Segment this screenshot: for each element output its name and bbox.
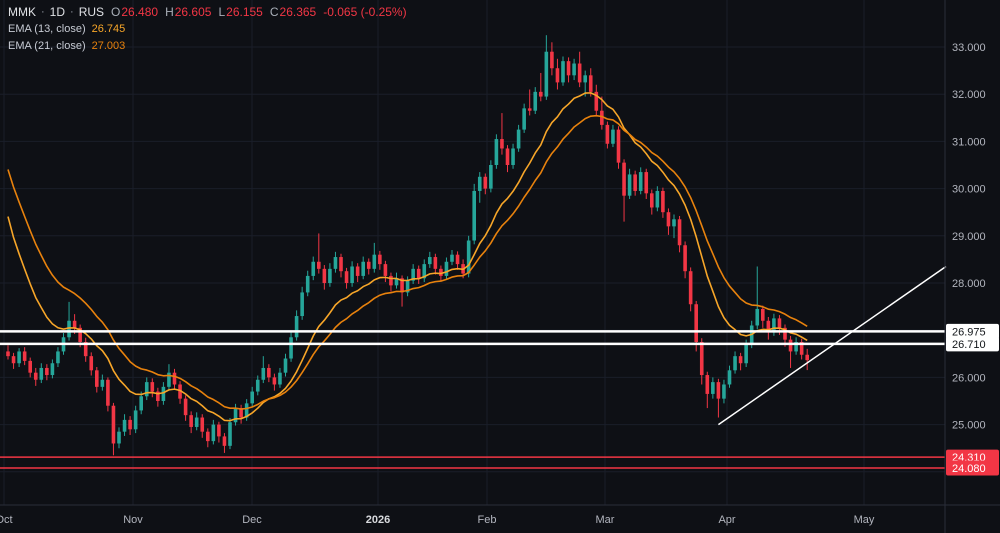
price-tick-label: 32.000 (952, 89, 986, 101)
indicator-legend-ema13[interactable]: EMA (13, close) 26.745 (8, 22, 407, 36)
svg-text:24.080: 24.080 (952, 463, 986, 475)
price-tick-label: 30.000 (952, 184, 986, 196)
exchange-label: RUS (78, 5, 105, 19)
legend: MMK · 1D · RUS O 26.480 H 26.605 L 26.155 C… (8, 5, 407, 56)
price-tick-label: 28.000 (952, 278, 986, 290)
separator-dot: · (41, 6, 45, 18)
time-tick-label: 2026 (366, 514, 390, 526)
time-axis[interactable] (0, 505, 945, 533)
gridlines (0, 0, 945, 505)
price-tick-label: 26.000 (952, 372, 986, 384)
price-tick-label: 25.000 (952, 420, 986, 432)
indicator-value: 27.003 (91, 40, 126, 52)
indicator-value: 26.745 (91, 23, 126, 35)
price-tick-label: 29.000 (952, 231, 986, 243)
ohlc-close: C 26.365 (270, 5, 316, 19)
svg-text:26.975: 26.975 (952, 326, 986, 338)
price-line-badge: 26.975 (946, 323, 999, 339)
separator-dot: · (70, 6, 74, 18)
indicator-name: EMA (21, close) (8, 40, 86, 52)
open-value: 26.480 (121, 5, 159, 19)
high-label: H (165, 5, 174, 19)
candles-layer (6, 35, 809, 456)
low-value: 26.155 (226, 5, 263, 19)
symbol-ohlc-row: MMK · 1D · RUS O 26.480 H 26.605 L 26.155 C… (8, 5, 407, 19)
time-tick-label: May (854, 514, 875, 526)
indicator-legend-ema21[interactable]: EMA (21, close) 27.003 (8, 39, 407, 53)
time-tick-label: Feb (478, 514, 497, 526)
price-tick-label: 31.000 (952, 136, 986, 148)
trendline[interactable] (717, 265, 947, 426)
low-label: L (218, 5, 226, 19)
time-tick-label: Mar (596, 514, 615, 526)
symbol-name[interactable]: MMK (8, 5, 36, 19)
close-label: C (269, 5, 279, 19)
change-value: -0.065 (-0.25%) (323, 5, 407, 19)
price-line-badge: 24.080 (946, 460, 999, 476)
ohlc-high: H 26.605 (165, 5, 211, 19)
time-tick-label: Nov (123, 514, 143, 526)
close-value: 26.365 (279, 5, 317, 19)
high-value: 26.605 (174, 5, 212, 19)
price-tick-label: 33.000 (952, 42, 986, 54)
time-tick-label: Apr (718, 514, 735, 526)
svg-text:26.710: 26.710 (952, 339, 986, 351)
open-label: O (111, 5, 121, 19)
indicator-name: EMA (13, close) (8, 23, 86, 35)
time-tick-label: Dec (242, 514, 262, 526)
time-tick-label: Oct (0, 514, 13, 526)
price-axis[interactable] (945, 0, 1000, 505)
price-line-badge: 26.710 (946, 336, 999, 352)
ohlc-open: O 26.480 (111, 5, 158, 19)
timeframe-label[interactable]: 1D (49, 5, 66, 19)
ohlc-low: L 26.155 (218, 5, 262, 19)
ema-13-line[interactable] (7, 92, 808, 422)
ema-21-line[interactable] (7, 114, 808, 410)
